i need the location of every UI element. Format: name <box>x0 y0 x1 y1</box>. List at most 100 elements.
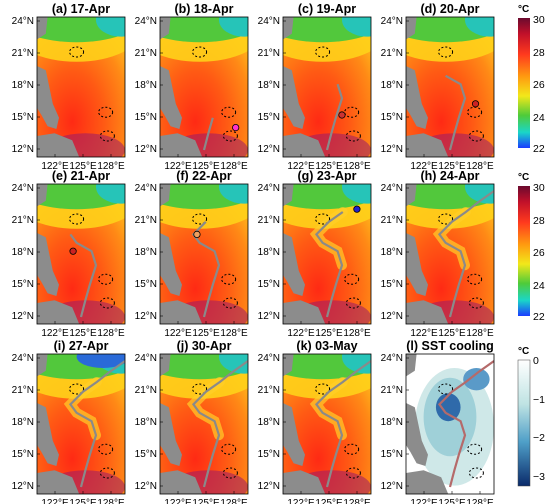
colorbar-tick: 28 <box>533 47 545 59</box>
land-taiwan <box>406 17 417 40</box>
lat-tick-label: 15°N <box>258 112 280 123</box>
lon-tick-label: 128°E <box>97 161 125 172</box>
lat-tick-label: 21°N <box>135 48 157 59</box>
lat-tick-label: 12°N <box>258 144 280 155</box>
lat-tick-label: 18°N <box>258 417 280 428</box>
panel-frame <box>405 353 495 495</box>
panel-frame <box>282 353 372 495</box>
land-taiwan <box>406 184 417 207</box>
cooling-contour <box>438 213 454 225</box>
lon-tick-label: 122°E <box>287 328 315 339</box>
land-taiwan <box>160 184 171 207</box>
panel-title: (d) 20-Apr <box>420 2 479 16</box>
lat-tick-label: 18°N <box>12 247 34 258</box>
land-taiwan <box>406 354 417 377</box>
lon-tick-label: 125°E <box>315 498 343 504</box>
lon-tick-label: 128°E <box>343 161 371 172</box>
cyclone-track <box>202 117 214 151</box>
colorbar-tick: 30 <box>533 14 545 26</box>
land-visayas <box>283 470 326 494</box>
cooling-colorbar: °C 0 −1 −2 −3 <box>517 346 545 487</box>
lat-tick-label: 12°N <box>135 144 157 155</box>
panel-title: (c) 19-Apr <box>298 2 356 16</box>
lat-tick-label: 12°N <box>12 481 34 492</box>
land-taiwan <box>37 17 48 40</box>
lon-tick-label: 125°E <box>192 498 220 504</box>
lat-tick-label: 15°N <box>381 449 403 460</box>
panel-frame <box>405 16 495 158</box>
panel-title: (k) 03-May <box>296 339 357 353</box>
cold-zone <box>464 184 494 204</box>
cooling-contour <box>344 106 360 118</box>
land-taiwan <box>160 17 171 40</box>
lat-tick-label: 15°N <box>12 279 34 290</box>
lon-tick-label: 122°E <box>287 498 315 504</box>
sst-field <box>406 354 494 494</box>
sst-field <box>283 184 371 324</box>
cyclone-track <box>191 360 248 488</box>
land-luzon <box>37 66 59 129</box>
lon-tick-label: 125°E <box>438 498 466 504</box>
cooling-contour <box>69 46 85 58</box>
lon-tick-label: 128°E <box>220 161 248 172</box>
map-panel: (h) 24-Apr 24°N 21°N 18°N 15°N 12°N 122°E 125°E… <box>381 169 495 339</box>
lat-tick-label: 24°N <box>12 183 34 194</box>
cyclone-position-marker <box>232 124 240 132</box>
colorbar-scale <box>518 186 530 316</box>
map-panel: (k) 03-May 24°N 21°N 18°N 15°N 12°N 122°E 125°E… <box>258 339 372 504</box>
lat-tick-label: 21°N <box>12 48 34 59</box>
cooling-contour <box>344 443 360 455</box>
land-taiwan <box>283 354 294 377</box>
lon-tick-label: 128°E <box>97 328 125 339</box>
land-taiwan <box>37 184 48 207</box>
colorbar-tick: 24 <box>533 112 545 124</box>
colorbar-tick: 24 <box>533 280 545 292</box>
lon-tick-label: 125°E <box>192 328 220 339</box>
colorbar-unit: °C <box>518 4 529 15</box>
panel-title: (e) 21-Apr <box>52 169 110 183</box>
colorbar-tick: 26 <box>533 79 545 91</box>
cooling-contour <box>315 383 331 395</box>
cooling-contour <box>99 297 115 309</box>
lat-tick-label: 12°N <box>381 311 403 322</box>
lon-tick-label: 122°E <box>41 498 69 504</box>
cooling-core <box>435 393 461 422</box>
cooling-contour <box>192 46 208 58</box>
land-luzon <box>160 66 182 129</box>
lat-tick-label: 21°N <box>381 215 403 226</box>
cyclone-track <box>69 233 98 318</box>
colorbar-tick: 30 <box>533 182 545 194</box>
sst-field <box>37 17 125 157</box>
lat-tick-label: 24°N <box>135 183 157 194</box>
cooling-contour <box>98 106 114 118</box>
lon-tick-label: 122°E <box>164 498 192 504</box>
land-visayas <box>406 133 449 157</box>
lat-tick-label: 24°N <box>381 353 403 364</box>
lat-tick-label: 15°N <box>135 279 157 290</box>
land-taiwan <box>160 354 171 377</box>
land-luzon <box>37 233 59 296</box>
cyclone-track <box>437 190 494 318</box>
lat-tick-label: 15°N <box>12 112 34 123</box>
land-visayas <box>160 470 203 494</box>
land-luzon <box>283 403 305 466</box>
colorbar-unit: °C <box>518 172 529 183</box>
sst-field <box>283 17 371 157</box>
land-visayas <box>37 133 80 157</box>
panel-frame <box>159 353 249 495</box>
land-visayas <box>37 470 80 494</box>
cooling-contour <box>468 467 484 479</box>
lat-tick-label: 24°N <box>12 16 34 27</box>
sst-field <box>406 17 494 157</box>
lat-tick-label: 12°N <box>381 144 403 155</box>
cold-zone <box>341 354 371 374</box>
land-luzon <box>406 403 428 466</box>
sst-field <box>406 184 494 324</box>
lat-tick-label: 21°N <box>258 215 280 226</box>
map-panel: (j) 30-Apr 24°N 21°N 18°N 15°N 12°N 122°E 125°E… <box>135 339 249 504</box>
lon-tick-label: 125°E <box>192 161 220 172</box>
cooling-contour <box>468 130 484 142</box>
lon-tick-label: 122°E <box>41 328 69 339</box>
lat-tick-label: 15°N <box>381 279 403 290</box>
lat-tick-label: 18°N <box>258 80 280 91</box>
